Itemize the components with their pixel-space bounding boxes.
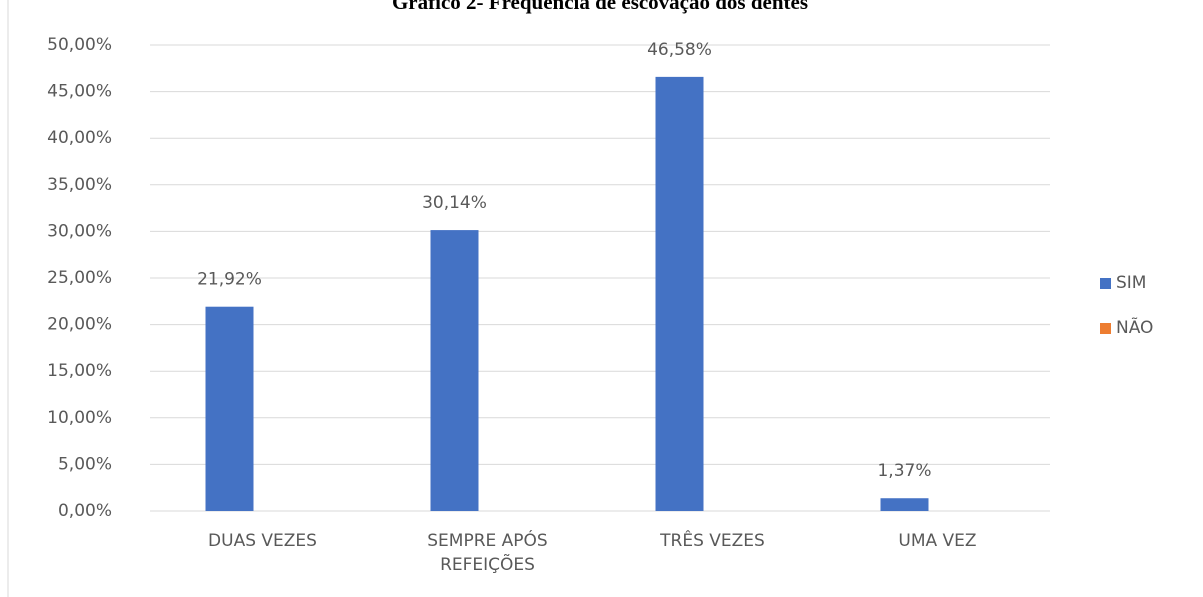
y-tick-label: 50,00% xyxy=(47,35,112,55)
y-tick-label: 35,00% xyxy=(47,175,112,195)
data-label: 30,14% xyxy=(422,193,487,213)
bar xyxy=(205,306,254,511)
legend-swatch xyxy=(1100,323,1111,334)
legend-label: NÃO xyxy=(1116,316,1153,338)
y-tick-label: 20,00% xyxy=(47,315,112,335)
legend-label: SIM xyxy=(1116,273,1146,293)
y-tick-label: 15,00% xyxy=(47,361,112,381)
data-label: 46,58% xyxy=(647,40,712,60)
y-tick-label: 40,00% xyxy=(47,128,112,148)
x-tick-label: SEMPRE APÓS REFEIÇÕES xyxy=(427,531,548,575)
x-tick-label: TRÊS VEZES xyxy=(660,531,765,551)
chart-title: Gráfico 2- Frequência de escovação dos d… xyxy=(392,0,808,14)
data-label: 1,37% xyxy=(877,461,931,481)
x-tick-label: DUAS VEZES xyxy=(208,531,317,551)
y-tick-label: 25,00% xyxy=(47,268,112,288)
legend-swatch xyxy=(1100,278,1111,289)
data-label: 21,92% xyxy=(197,270,262,290)
y-tick-label: 10,00% xyxy=(47,408,112,428)
y-tick-label: 0,00% xyxy=(58,501,112,521)
bar xyxy=(880,498,929,511)
y-tick-label: 45,00% xyxy=(47,82,112,102)
bar xyxy=(430,230,479,511)
y-tick-label: 30,00% xyxy=(47,221,112,241)
x-tick-label: UMA VEZ xyxy=(898,531,977,551)
bar xyxy=(655,76,704,512)
y-tick-label: 5,00% xyxy=(58,454,112,474)
